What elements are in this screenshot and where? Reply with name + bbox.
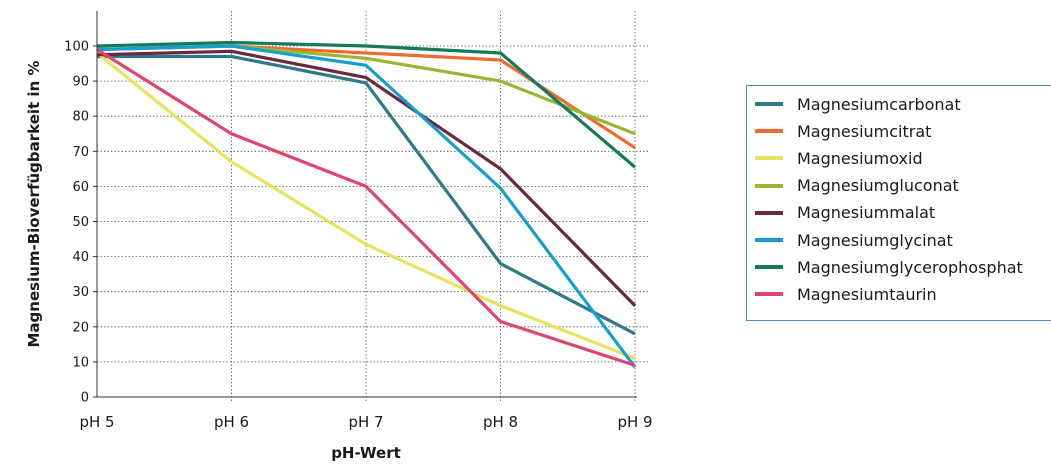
legend-label: Magnesiumtaurin (797, 284, 937, 304)
y-tick-label: 0 (81, 391, 89, 406)
y-axis-title: Magnesium-Bioverfügbarkeit in % (25, 60, 43, 347)
legend-label: Magnesiumcitrat (797, 121, 932, 141)
y-tick-label: 80 (72, 110, 89, 125)
legend-item: Magnesiummalat (755, 201, 935, 225)
y-tick-label: 70 (72, 145, 89, 160)
x-tick-labels: pH 5 pH 6 pH 7 pH 8 pH 9 (79, 413, 652, 431)
legend-swatch (755, 156, 783, 161)
legend-label: Magnesiummalat (797, 203, 936, 223)
y-tick-label: 40 (72, 250, 89, 265)
x-tick-label: pH 6 (214, 413, 249, 431)
legend-item: Magnesiumcarbonat (755, 92, 961, 116)
legend-swatch (755, 210, 783, 215)
y-tick-label: 60 (72, 180, 89, 195)
legend-swatch (755, 102, 783, 106)
legend-label: Magnesiumglycerophosphat (797, 257, 1023, 277)
legend-item: Magnesiumcitrat (755, 119, 931, 143)
legend-item: Magnesiumglycinat (755, 228, 953, 252)
legend-label: Magnesiumoxid (797, 148, 923, 168)
series-line-magnesiumglycinat (96, 44, 637, 369)
x-tick-label: pH 9 (617, 413, 652, 431)
series-lines (95, 40, 637, 369)
legend: Magnesiumcarbonat Magnesiumcitrat Magnesiu… (746, 85, 1051, 321)
y-tick-label: 30 (72, 285, 89, 300)
series-line-magnesiumcarbonat (97, 54, 636, 336)
x-axis-title: pH-Wert (331, 444, 401, 462)
legend-label: Magnesiumglycinat (797, 230, 953, 250)
y-tick-label: 90 (72, 75, 89, 90)
x-tick-label: pH 8 (483, 413, 518, 431)
x-tick-label: pH 7 (348, 413, 383, 431)
legend-item: Magnesiumglycerophosphat (755, 255, 1023, 279)
axes (93, 11, 637, 398)
y-tick-label: 20 (72, 320, 89, 335)
legend-label: Magnesiumgluconat (797, 176, 959, 196)
x-tick-label: pH 5 (79, 413, 114, 431)
series-line-magnesiumglycerophosphat (96, 40, 637, 169)
legend-swatch (755, 183, 783, 188)
legend-swatch (755, 292, 783, 297)
legend-swatch (755, 265, 783, 270)
legend-item: Magnesiumgluconat (755, 174, 959, 198)
series-line-magnesiumtaurin (96, 48, 636, 367)
y-tick-label: 100 (64, 40, 89, 55)
legend-swatch (755, 129, 783, 134)
y-tick-labels: 0 10 20 30 40 50 60 70 80 90 100 (64, 40, 89, 406)
y-tick-label: 50 (72, 215, 89, 230)
legend-swatch (755, 238, 783, 242)
series-line-magnesiummalat (96, 49, 637, 307)
y-tick-label: 10 (72, 355, 89, 370)
legend-item: Magnesiumtaurin (755, 282, 937, 306)
legend-label: Magnesiumcarbonat (797, 94, 961, 114)
series-line-magnesiumoxid (95, 51, 636, 360)
legend-item: Magnesiumoxid (755, 146, 923, 170)
